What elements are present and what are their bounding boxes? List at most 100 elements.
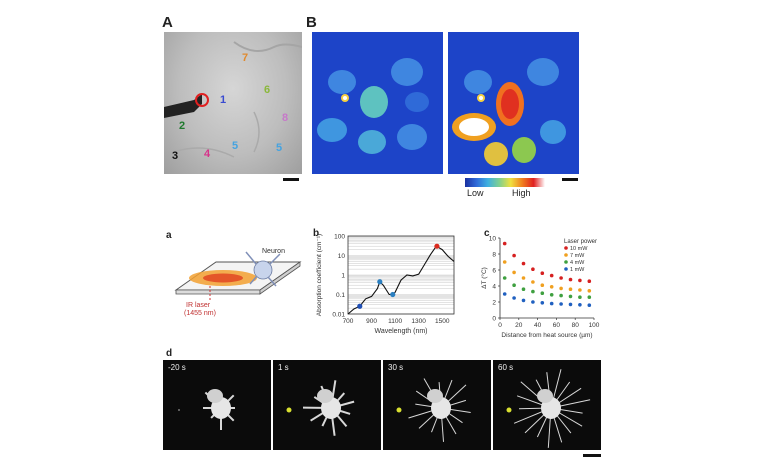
colorbar	[465, 178, 545, 187]
heatmap-after	[448, 32, 579, 174]
neuron-image	[286, 380, 355, 436]
data-point	[587, 289, 592, 293]
legend-swatch	[564, 260, 568, 264]
x-tick-label: 60	[553, 322, 561, 329]
y-tick-label: 0	[492, 316, 496, 323]
x-tick-label: 100	[589, 322, 600, 329]
neuron-label: Neuron	[262, 248, 285, 255]
panel-label-a: a	[166, 230, 172, 241]
y-axis-label: ΔT (°C)	[480, 267, 488, 289]
data-point	[521, 276, 526, 280]
y-tick-label: 4	[492, 284, 496, 291]
x-axis-label: Distance from heat source (µm)	[501, 332, 592, 339]
data-point	[540, 291, 545, 295]
cell-number-2: 2	[179, 120, 186, 132]
cell-number-7: 7	[242, 52, 249, 64]
panel-label-A: A	[162, 14, 173, 31]
data-point	[549, 293, 554, 297]
y-axis-label: Absorption coefficient (cm⁻¹)	[316, 234, 323, 316]
x-tick-label: 80	[572, 322, 580, 329]
x-tick-label: 1100	[388, 318, 402, 325]
scalebar-d	[583, 454, 601, 457]
data-point	[540, 283, 545, 287]
data-point	[549, 285, 554, 289]
cell-number-1: 1	[220, 94, 227, 106]
x-axis-label: Wavelength (nm)	[374, 328, 427, 335]
data-point	[512, 270, 516, 275]
neuron-image	[178, 389, 235, 430]
cell-number-6: 6	[264, 84, 271, 96]
data-point	[502, 241, 507, 246]
wavelength-marker	[390, 291, 396, 298]
legend-swatch	[564, 267, 568, 271]
target-cell-circle	[195, 93, 209, 107]
data-point	[521, 287, 526, 291]
heatmap-before	[312, 32, 443, 174]
wavelength-marker	[434, 243, 440, 249]
x-tick-label: 0	[498, 322, 502, 329]
data-point	[559, 293, 563, 298]
cell-number-3: 3	[172, 150, 179, 162]
legend-label: 1 mW	[570, 267, 585, 273]
neuron-soma	[253, 260, 273, 280]
legend-swatch	[564, 253, 568, 257]
y-tick-label: 100	[334, 234, 345, 241]
frame-time-label: 60 s	[498, 363, 514, 372]
data-point	[559, 276, 563, 280]
brightfield-texture	[164, 41, 302, 158]
x-tick-label: 40	[534, 322, 542, 329]
colorbar-high-label: High	[512, 188, 531, 198]
frame-time-label: -20 s	[168, 363, 186, 372]
data-point	[559, 302, 563, 306]
data-point	[521, 298, 526, 303]
absorption-chart: 0.01 0.1 1 10 100 700 900 1100 1300 1500 Wavelengt…	[316, 234, 455, 335]
schematic: Neuron IR laser (1455 nm)	[168, 238, 308, 318]
legend-label: 4 mW	[570, 260, 585, 266]
data-point	[502, 260, 507, 264]
data-point	[502, 292, 507, 296]
neuron-image	[396, 378, 471, 442]
cell-number-5a: 5	[232, 140, 239, 152]
data-point	[568, 287, 573, 291]
wavelength-marker	[377, 279, 383, 285]
data-point	[587, 295, 592, 299]
y-tick-label: 0.01	[332, 312, 345, 319]
timelapse-frame: 60 s	[493, 360, 601, 450]
data-point	[549, 301, 554, 306]
x-tick-label: 1500	[435, 318, 450, 325]
cell-number-4: 4	[204, 148, 211, 160]
y-tick-label: 6	[492, 268, 496, 275]
data-point	[531, 289, 535, 294]
data-point	[512, 253, 516, 258]
frame-time-label: 30 s	[388, 363, 404, 372]
y-tick-label: 10	[338, 253, 346, 260]
y-tick-label: 1	[341, 273, 345, 280]
data-point	[531, 267, 535, 271]
data-point	[512, 296, 516, 300]
data-point	[531, 280, 535, 284]
data-point	[578, 303, 582, 307]
data-point	[578, 278, 582, 283]
data-point	[578, 295, 582, 299]
y-tick-label: 8	[492, 252, 496, 259]
wavelength-marker	[357, 303, 363, 309]
data-point	[568, 302, 573, 307]
timelapse-frame: 30 s	[383, 360, 491, 450]
legend-swatch	[564, 246, 568, 250]
absorption-line	[347, 245, 455, 315]
laser-spot-marker	[286, 407, 292, 413]
data-point	[531, 300, 535, 304]
laser-label: IR laser	[186, 302, 211, 309]
legend-label: 10 mW	[570, 246, 588, 252]
laser-wavelength: (1455 nm)	[184, 310, 216, 317]
data-point	[549, 273, 554, 278]
scalebar-B	[562, 178, 578, 181]
laser-spot-marker	[396, 407, 402, 413]
legend-title: Laser power	[564, 239, 597, 245]
brightfield-image: 1 2 3 4 5 5 6 7 8	[164, 32, 302, 174]
data-point	[559, 286, 563, 291]
timelapse-frame: -20 s	[163, 360, 271, 450]
legend-label: 7 mW	[570, 253, 585, 259]
panel-label-c: c	[484, 228, 490, 239]
data-point	[587, 303, 592, 307]
